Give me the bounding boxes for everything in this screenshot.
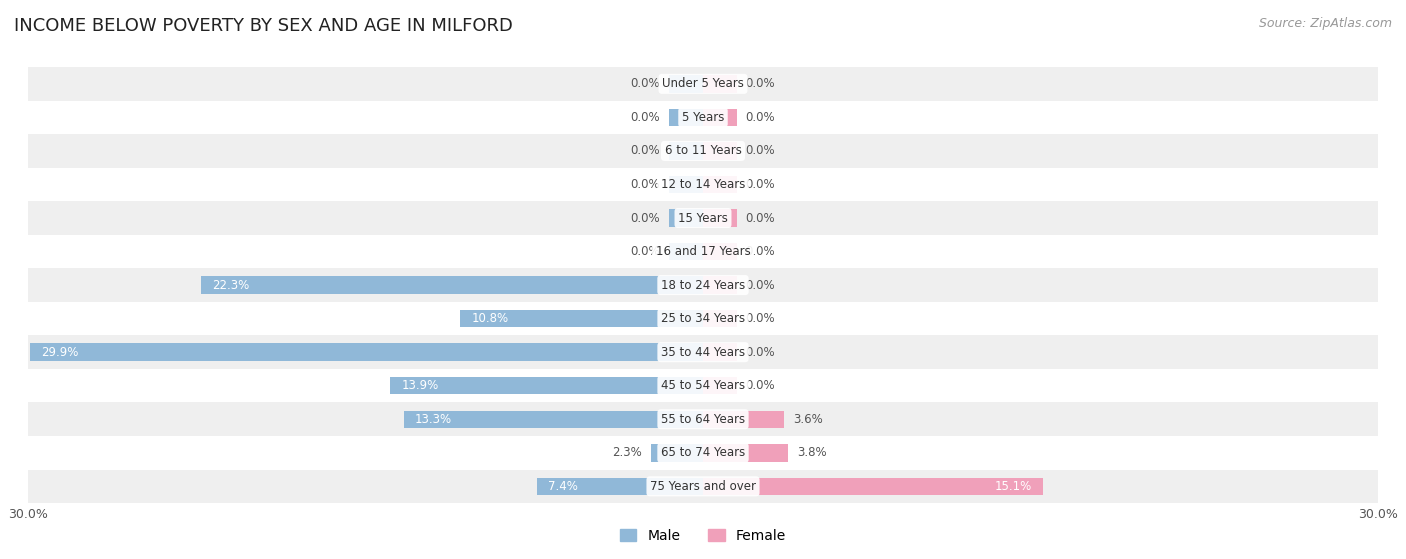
Bar: [651, 444, 703, 462]
Bar: [703, 75, 737, 93]
Bar: [703, 410, 785, 428]
Text: Source: ZipAtlas.com: Source: ZipAtlas.com: [1258, 17, 1392, 30]
Bar: [703, 142, 737, 160]
Text: 0.0%: 0.0%: [631, 211, 661, 225]
Bar: [28, 201, 1378, 235]
Text: 3.6%: 3.6%: [793, 413, 823, 426]
Bar: [28, 470, 1378, 503]
Text: 2.3%: 2.3%: [613, 446, 643, 459]
Text: 15.1%: 15.1%: [994, 480, 1032, 493]
Text: 0.0%: 0.0%: [745, 312, 775, 325]
Bar: [28, 369, 1378, 402]
Bar: [703, 477, 1043, 495]
Text: 0.0%: 0.0%: [631, 178, 661, 191]
Text: 0.0%: 0.0%: [631, 77, 661, 91]
Text: 0.0%: 0.0%: [745, 345, 775, 359]
Text: 0.0%: 0.0%: [745, 278, 775, 292]
Text: 0.0%: 0.0%: [631, 144, 661, 158]
Text: 0.0%: 0.0%: [745, 77, 775, 91]
Bar: [703, 343, 737, 361]
Text: 16 and 17 Years: 16 and 17 Years: [655, 245, 751, 258]
Text: 45 to 54 Years: 45 to 54 Years: [661, 379, 745, 392]
Bar: [31, 343, 703, 361]
Bar: [669, 243, 703, 260]
Text: 12 to 14 Years: 12 to 14 Years: [661, 178, 745, 191]
Text: INCOME BELOW POVERTY BY SEX AND AGE IN MILFORD: INCOME BELOW POVERTY BY SEX AND AGE IN M…: [14, 17, 513, 35]
Bar: [669, 75, 703, 93]
Bar: [669, 108, 703, 126]
Text: 0.0%: 0.0%: [745, 245, 775, 258]
Bar: [460, 310, 703, 328]
Text: 0.0%: 0.0%: [631, 111, 661, 124]
Bar: [28, 134, 1378, 168]
Text: 0.0%: 0.0%: [745, 211, 775, 225]
Text: 35 to 44 Years: 35 to 44 Years: [661, 345, 745, 359]
Text: 0.0%: 0.0%: [745, 379, 775, 392]
Text: 29.9%: 29.9%: [42, 345, 79, 359]
Bar: [28, 302, 1378, 335]
Bar: [669, 176, 703, 193]
Text: 10.8%: 10.8%: [471, 312, 509, 325]
Bar: [28, 335, 1378, 369]
Bar: [703, 310, 737, 328]
Bar: [28, 436, 1378, 470]
Text: 6 to 11 Years: 6 to 11 Years: [665, 144, 741, 158]
Text: 5 Years: 5 Years: [682, 111, 724, 124]
Bar: [28, 168, 1378, 201]
Text: 22.3%: 22.3%: [212, 278, 250, 292]
Bar: [703, 108, 737, 126]
Bar: [28, 235, 1378, 268]
Bar: [703, 243, 737, 260]
Bar: [703, 444, 789, 462]
Legend: Male, Female: Male, Female: [614, 523, 792, 548]
Bar: [669, 142, 703, 160]
Bar: [28, 101, 1378, 134]
Bar: [703, 377, 737, 395]
Text: 0.0%: 0.0%: [745, 111, 775, 124]
Bar: [391, 377, 703, 395]
Text: 25 to 34 Years: 25 to 34 Years: [661, 312, 745, 325]
Text: 65 to 74 Years: 65 to 74 Years: [661, 446, 745, 459]
Text: 13.3%: 13.3%: [415, 413, 453, 426]
Text: 7.4%: 7.4%: [548, 480, 578, 493]
Bar: [669, 209, 703, 227]
Bar: [703, 176, 737, 193]
Text: 13.9%: 13.9%: [402, 379, 439, 392]
Bar: [703, 209, 737, 227]
Text: 0.0%: 0.0%: [745, 144, 775, 158]
Bar: [537, 477, 703, 495]
Text: 18 to 24 Years: 18 to 24 Years: [661, 278, 745, 292]
Text: Under 5 Years: Under 5 Years: [662, 77, 744, 91]
Text: 15 Years: 15 Years: [678, 211, 728, 225]
Text: 55 to 64 Years: 55 to 64 Years: [661, 413, 745, 426]
Bar: [703, 276, 737, 294]
Text: 0.0%: 0.0%: [631, 245, 661, 258]
Text: 75 Years and over: 75 Years and over: [650, 480, 756, 493]
Text: 0.0%: 0.0%: [745, 178, 775, 191]
Text: 3.8%: 3.8%: [797, 446, 827, 459]
Bar: [28, 402, 1378, 436]
Bar: [201, 276, 703, 294]
Bar: [404, 410, 703, 428]
Bar: [28, 67, 1378, 101]
Bar: [28, 268, 1378, 302]
